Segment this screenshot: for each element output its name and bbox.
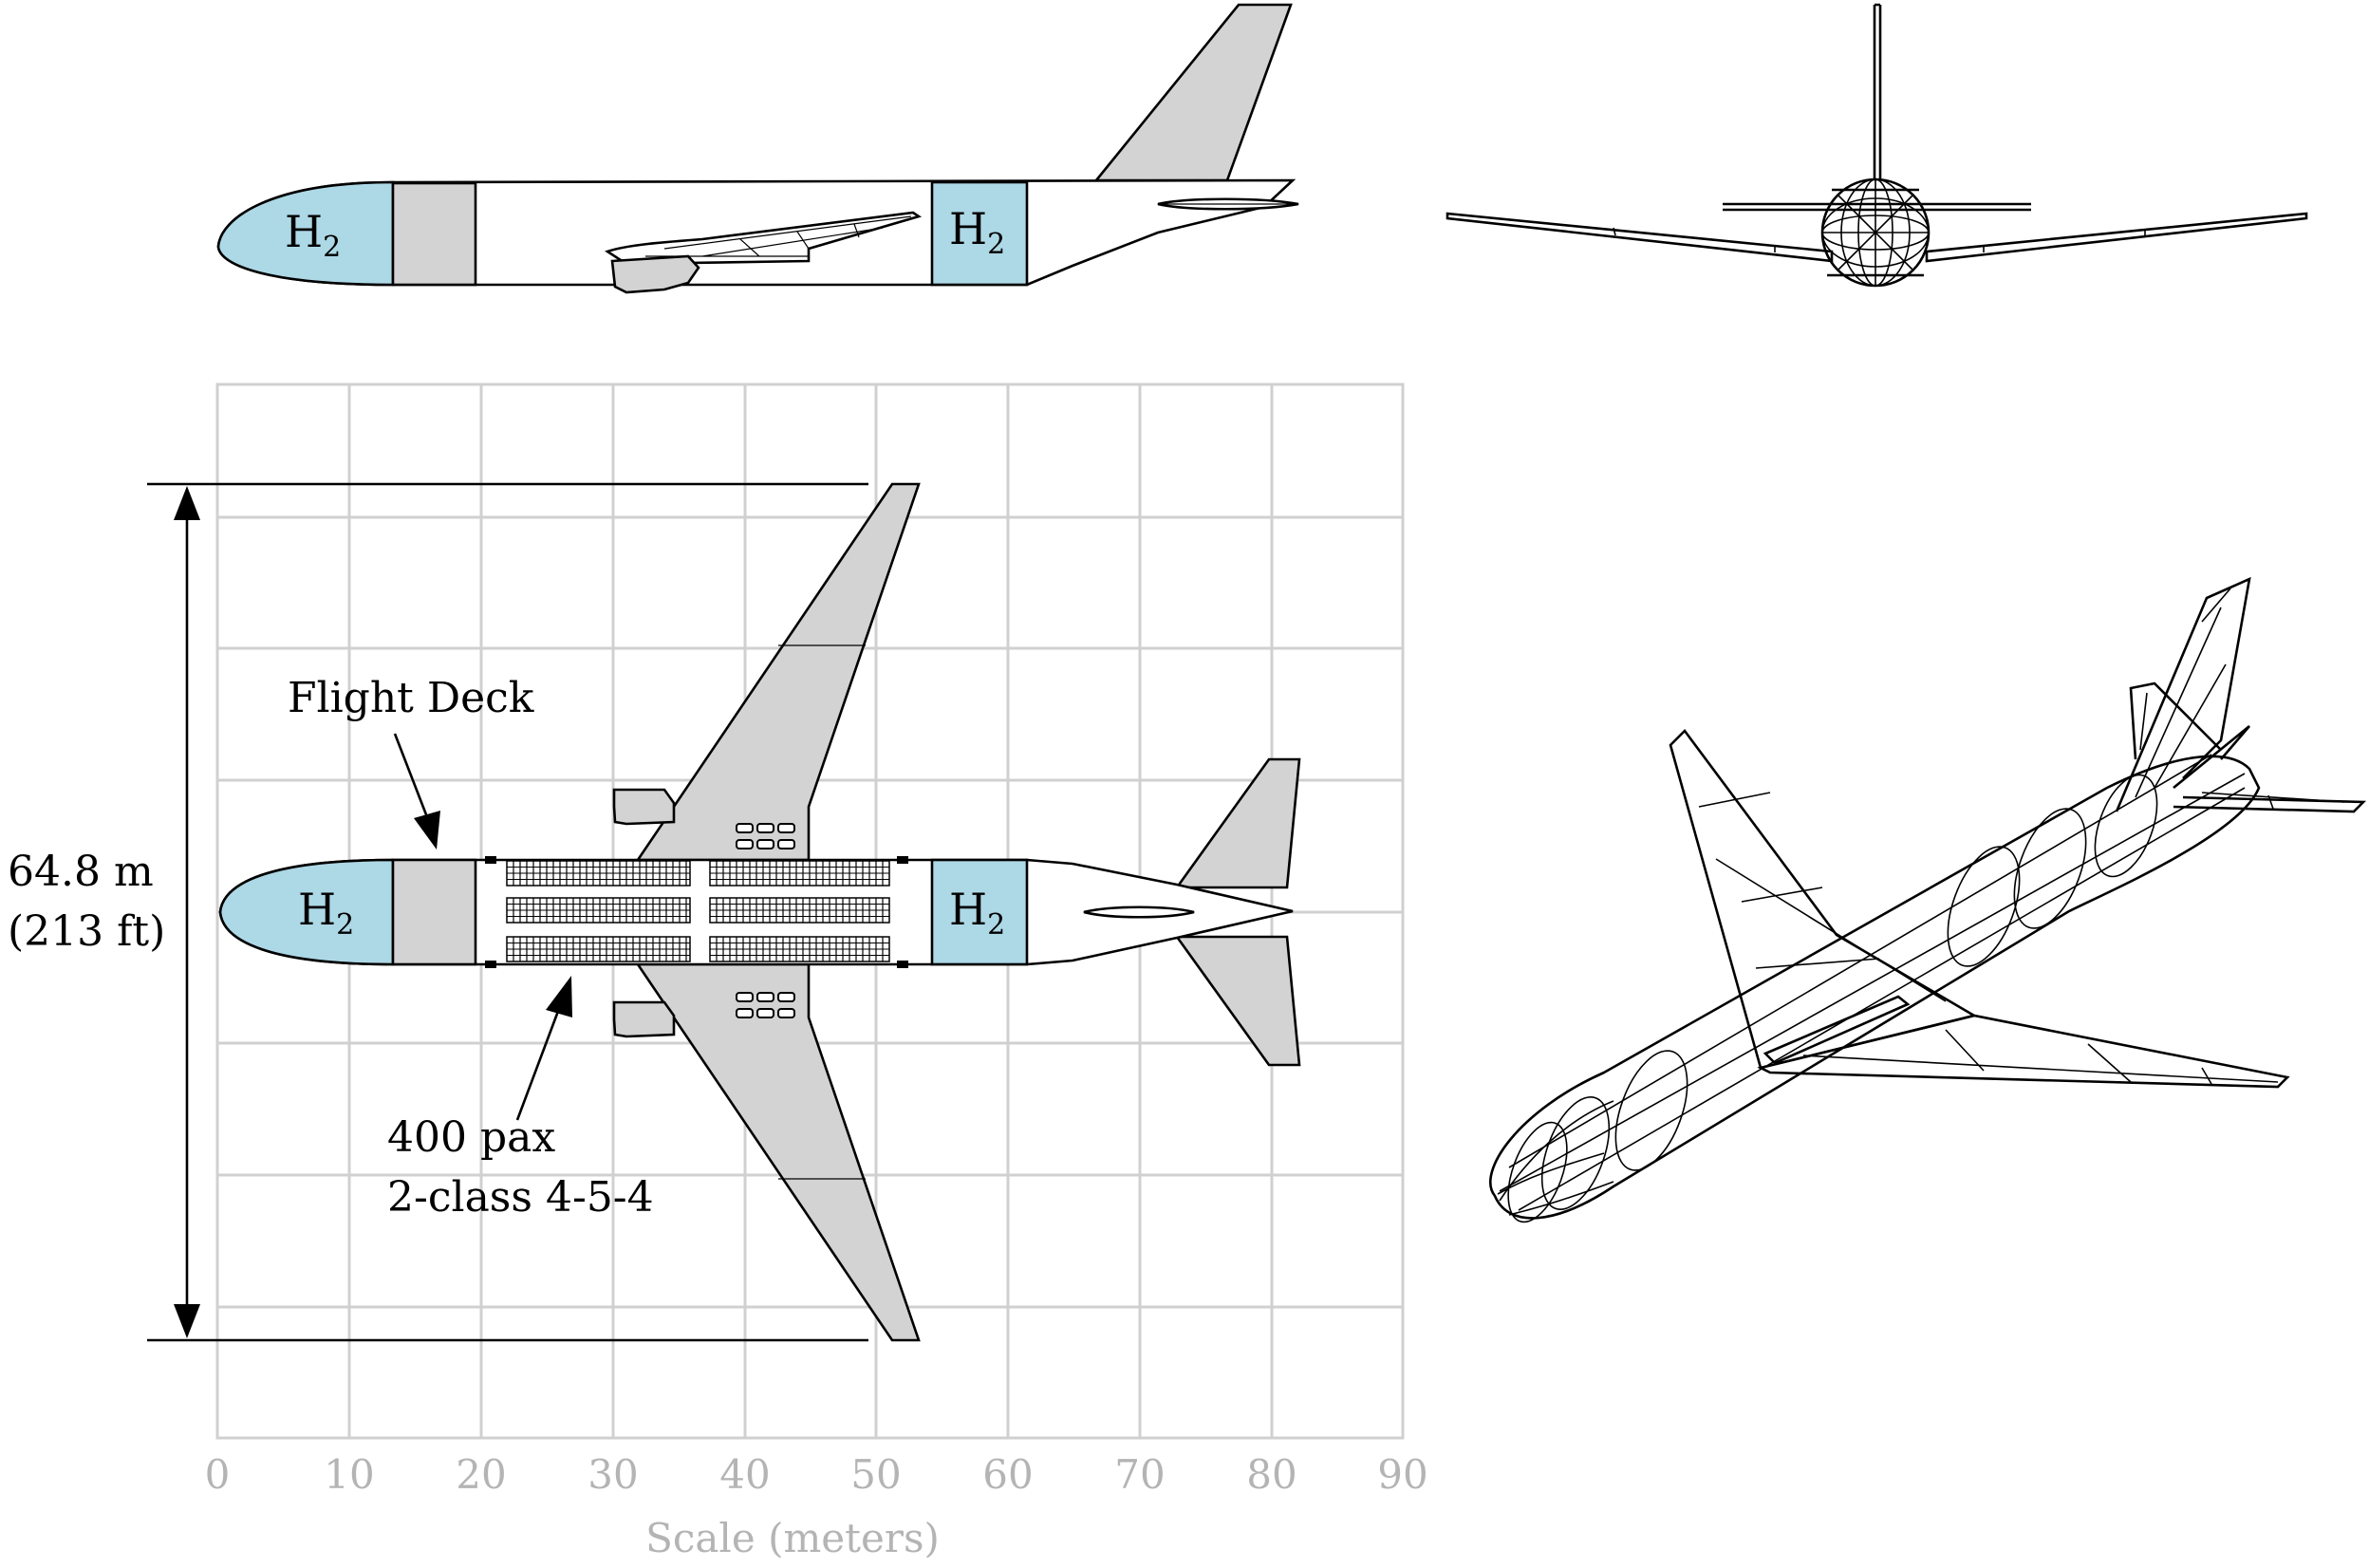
top-view-lower-engine (612, 1000, 676, 1038)
span-label-imperial: (213 ft) (8, 907, 165, 956)
flight-deck-arrow (414, 811, 440, 849)
tick-label: 50 (850, 1451, 901, 1498)
side-view-forward-tank-label: H2 (285, 206, 341, 264)
iso-left-wing (1669, 729, 1978, 1070)
seat-map (506, 860, 890, 962)
tick-label: 30 (588, 1451, 638, 1498)
tick-label: 60 (982, 1451, 1033, 1498)
tick-label: 10 (324, 1451, 374, 1498)
tick-label: 80 (1246, 1451, 1296, 1498)
axis-label: Scale (meters) (645, 1515, 940, 1561)
tick-label: 40 (719, 1451, 770, 1498)
scale-tick-labels: 0 10 20 30 40 50 60 70 80 90 Scale (mete… (205, 1451, 1428, 1561)
pax-arrow (546, 976, 572, 1017)
iso-fuselage (1489, 755, 2261, 1220)
span-dimension (147, 482, 868, 1342)
iso-vertical-tail (2115, 576, 2251, 812)
top-view (218, 482, 1301, 1342)
isometric-view (1489, 576, 2367, 1223)
front-view (1446, 3, 2308, 288)
iso-right-wing (1757, 1014, 2290, 1089)
top-view-forward-h2-tank (218, 858, 395, 966)
tick-label: 90 (1377, 1451, 1427, 1498)
side-view-aft-h2-tank (930, 180, 1029, 287)
top-view-forward-tank-label: H2 (298, 884, 354, 942)
top-view-aft-h2-tank (930, 858, 1029, 966)
flight-deck-label: Flight Deck (288, 674, 534, 722)
side-view-engine (610, 254, 700, 294)
top-view-aft-tank-label: H2 (949, 884, 1005, 942)
side-view (216, 3, 1299, 294)
tick-label: 0 (205, 1451, 231, 1498)
pax-label-line2: 2-class 4-5-4 (387, 1173, 654, 1222)
side-view-forward-h2-tank (216, 180, 395, 287)
top-view-flight-deck (391, 858, 477, 966)
top-view-upper-engine (612, 788, 676, 826)
top-view-upper-tail (1174, 757, 1301, 889)
tick-label: 20 (456, 1451, 506, 1498)
side-view-vertical-tail (1093, 3, 1293, 182)
top-view-lower-tail (1174, 935, 1301, 1067)
side-view-flight-deck (391, 181, 477, 287)
tick-label: 70 (1114, 1451, 1165, 1498)
pax-label-line1: 400 pax (387, 1113, 555, 1162)
span-label-metric: 64.8 m (8, 848, 154, 896)
side-view-aft-tank-label: H2 (949, 203, 1005, 261)
